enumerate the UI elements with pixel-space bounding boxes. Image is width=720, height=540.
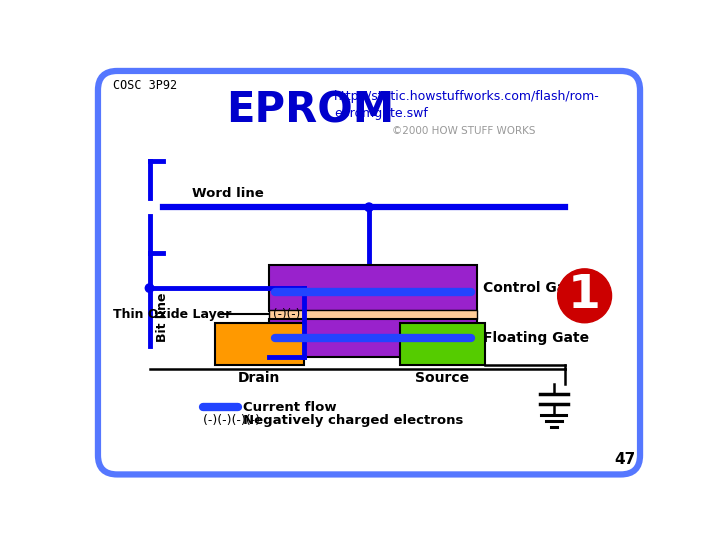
Text: 1: 1 bbox=[568, 273, 601, 318]
Bar bbox=[400, 323, 485, 365]
Circle shape bbox=[145, 284, 154, 292]
Text: (-)(-)(-)(-): (-)(-)(-)(-) bbox=[204, 414, 269, 427]
Bar bbox=[215, 323, 304, 365]
Text: (-)(-): (-)(-) bbox=[273, 308, 307, 321]
FancyBboxPatch shape bbox=[98, 71, 640, 475]
Text: Source: Source bbox=[415, 372, 469, 385]
Text: Current flow: Current flow bbox=[243, 401, 337, 414]
Text: Negatively charged electrons: Negatively charged electrons bbox=[243, 414, 464, 427]
Text: Thin Oxide Layer: Thin Oxide Layer bbox=[113, 308, 232, 321]
Text: ©2000 HOW STUFF WORKS: ©2000 HOW STUFF WORKS bbox=[392, 126, 536, 137]
Text: 47: 47 bbox=[614, 452, 636, 467]
Text: EPROM: EPROM bbox=[227, 90, 395, 131]
Text: Control Gate: Control Gate bbox=[483, 281, 582, 295]
Text: Bit line: Bit line bbox=[156, 293, 168, 342]
Text: Floating Gate: Floating Gate bbox=[483, 331, 589, 345]
Text: Drain: Drain bbox=[238, 372, 281, 385]
Text: COSC 3P92: COSC 3P92 bbox=[113, 79, 178, 92]
Bar bbox=[269, 309, 477, 319]
Text: http://static.howstuffworks.com/flash/rom-
epromgate.swf: http://static.howstuffworks.com/flash/ro… bbox=[334, 90, 600, 120]
Circle shape bbox=[558, 269, 611, 323]
Bar bbox=[269, 319, 477, 357]
Bar bbox=[269, 265, 477, 311]
Circle shape bbox=[365, 203, 373, 212]
Text: Word line: Word line bbox=[192, 186, 264, 200]
